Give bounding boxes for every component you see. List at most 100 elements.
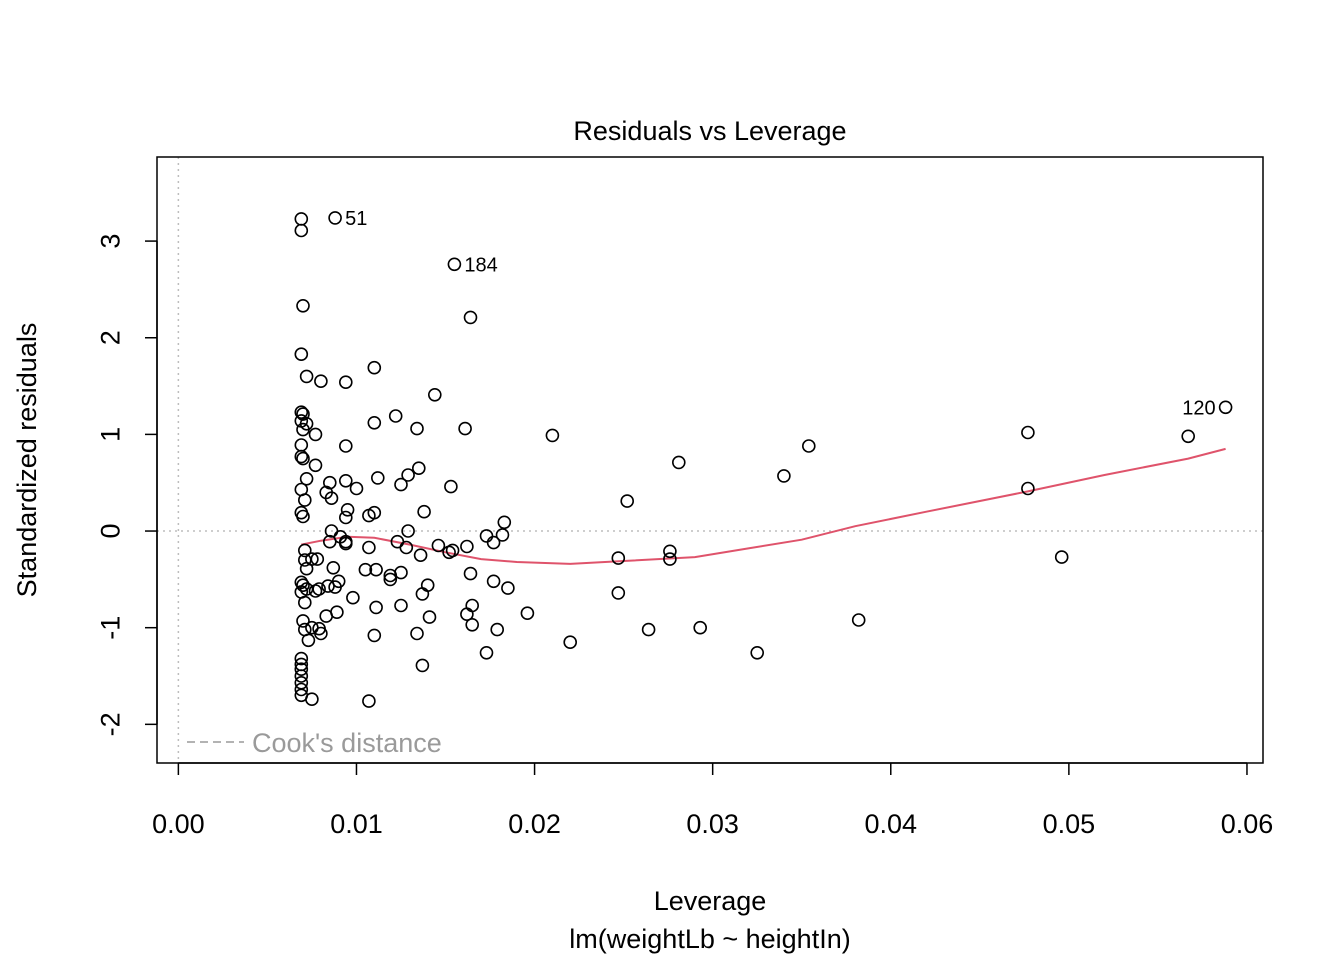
data-point (420, 578, 435, 593)
data-point (497, 515, 512, 530)
data-point (308, 458, 323, 473)
data-point (296, 298, 310, 313)
data-point (328, 211, 342, 225)
data-point (383, 572, 398, 587)
data-point (520, 606, 535, 621)
data-point (299, 369, 314, 384)
data-point (777, 469, 791, 483)
data-point (388, 409, 403, 423)
x-tick-label: 0.01 (330, 809, 383, 839)
data-point (458, 421, 472, 436)
data-point (611, 586, 626, 600)
data-point (1218, 400, 1233, 415)
data-point (305, 692, 319, 707)
data-point (460, 539, 474, 554)
data-point (296, 422, 310, 437)
data-point (330, 605, 344, 620)
data-point (297, 595, 312, 610)
data-point (349, 481, 364, 496)
data-point (417, 504, 431, 519)
data-point (297, 493, 312, 507)
y-tick-label: -1 (95, 616, 125, 640)
data-point (358, 562, 373, 577)
data-point (299, 471, 314, 486)
data-point (851, 613, 866, 627)
data-point (671, 455, 686, 470)
data-point (338, 510, 353, 525)
data-point (501, 581, 515, 595)
data-point (394, 565, 408, 580)
point-label: 184 (464, 254, 497, 276)
data-point (410, 626, 424, 641)
data-point (296, 578, 310, 593)
data-point (362, 694, 376, 708)
data-point (427, 387, 442, 402)
x-tick-label: 0.00 (152, 809, 205, 839)
y-tick-label: 0 (95, 523, 125, 538)
data-point (479, 645, 494, 660)
data-point (326, 560, 341, 575)
x-axis-label: Leverage (654, 886, 767, 916)
data-point (367, 360, 382, 375)
data-point (312, 582, 326, 596)
data-point (331, 574, 346, 589)
data-point (296, 451, 310, 466)
data-point (294, 405, 309, 420)
data-point (465, 617, 480, 632)
data-point (444, 479, 458, 494)
x-tick-label: 0.03 (686, 809, 739, 839)
data-point (294, 682, 309, 697)
x-tick-label: 0.05 (1043, 809, 1096, 839)
data-point (750, 645, 765, 660)
data-point (1181, 429, 1195, 444)
data-point (294, 662, 309, 677)
point-label: 120 (1182, 397, 1215, 419)
y-tick-label: 3 (95, 234, 125, 249)
data-point (299, 561, 314, 576)
legend-label: Cook's distance (252, 728, 442, 758)
data-point (314, 626, 328, 641)
data-point (338, 439, 353, 453)
data-point (1021, 425, 1035, 440)
data-point (362, 540, 376, 555)
data-point (415, 658, 430, 673)
data-point (310, 552, 325, 566)
reference-lines (157, 157, 1263, 763)
data-point (308, 427, 323, 442)
data-point (338, 473, 353, 488)
data-point (294, 449, 309, 464)
x-axis: 0.00 0.01 0.02 0.03 0.04 0.05 0.06 (152, 762, 1273, 839)
y-axis-label: Standardized residuals (12, 323, 42, 598)
data-point (495, 528, 510, 542)
data-point (367, 415, 382, 430)
data-point (314, 374, 328, 389)
data-point (401, 468, 415, 482)
data-point (663, 552, 677, 566)
data-point (294, 212, 309, 226)
data-point (294, 669, 309, 683)
y-tick-label: 1 (95, 427, 125, 442)
data-point (479, 529, 494, 543)
x-tick-label: 0.04 (864, 809, 917, 839)
data-point (394, 477, 408, 492)
data-point (394, 598, 408, 613)
y-tick-label: 2 (95, 330, 125, 345)
data-point (447, 257, 462, 272)
data-point (410, 421, 424, 436)
data-point (641, 622, 656, 637)
data-point (296, 614, 310, 628)
data-point (663, 544, 677, 559)
chart-title: Residuals vs Leverage (573, 116, 846, 146)
y-axis: -2 -1 0 1 2 3 (95, 234, 158, 736)
y-tick-label: -2 (95, 712, 125, 736)
data-point (693, 620, 708, 635)
point-labels: 51 184 120 (345, 208, 1215, 419)
data-point (340, 502, 355, 517)
data-point (463, 566, 478, 581)
data-point (294, 651, 309, 666)
data-point (465, 598, 480, 613)
data-point (369, 562, 383, 577)
data-point (294, 223, 309, 238)
data-point (296, 509, 310, 524)
data-point (294, 438, 309, 452)
